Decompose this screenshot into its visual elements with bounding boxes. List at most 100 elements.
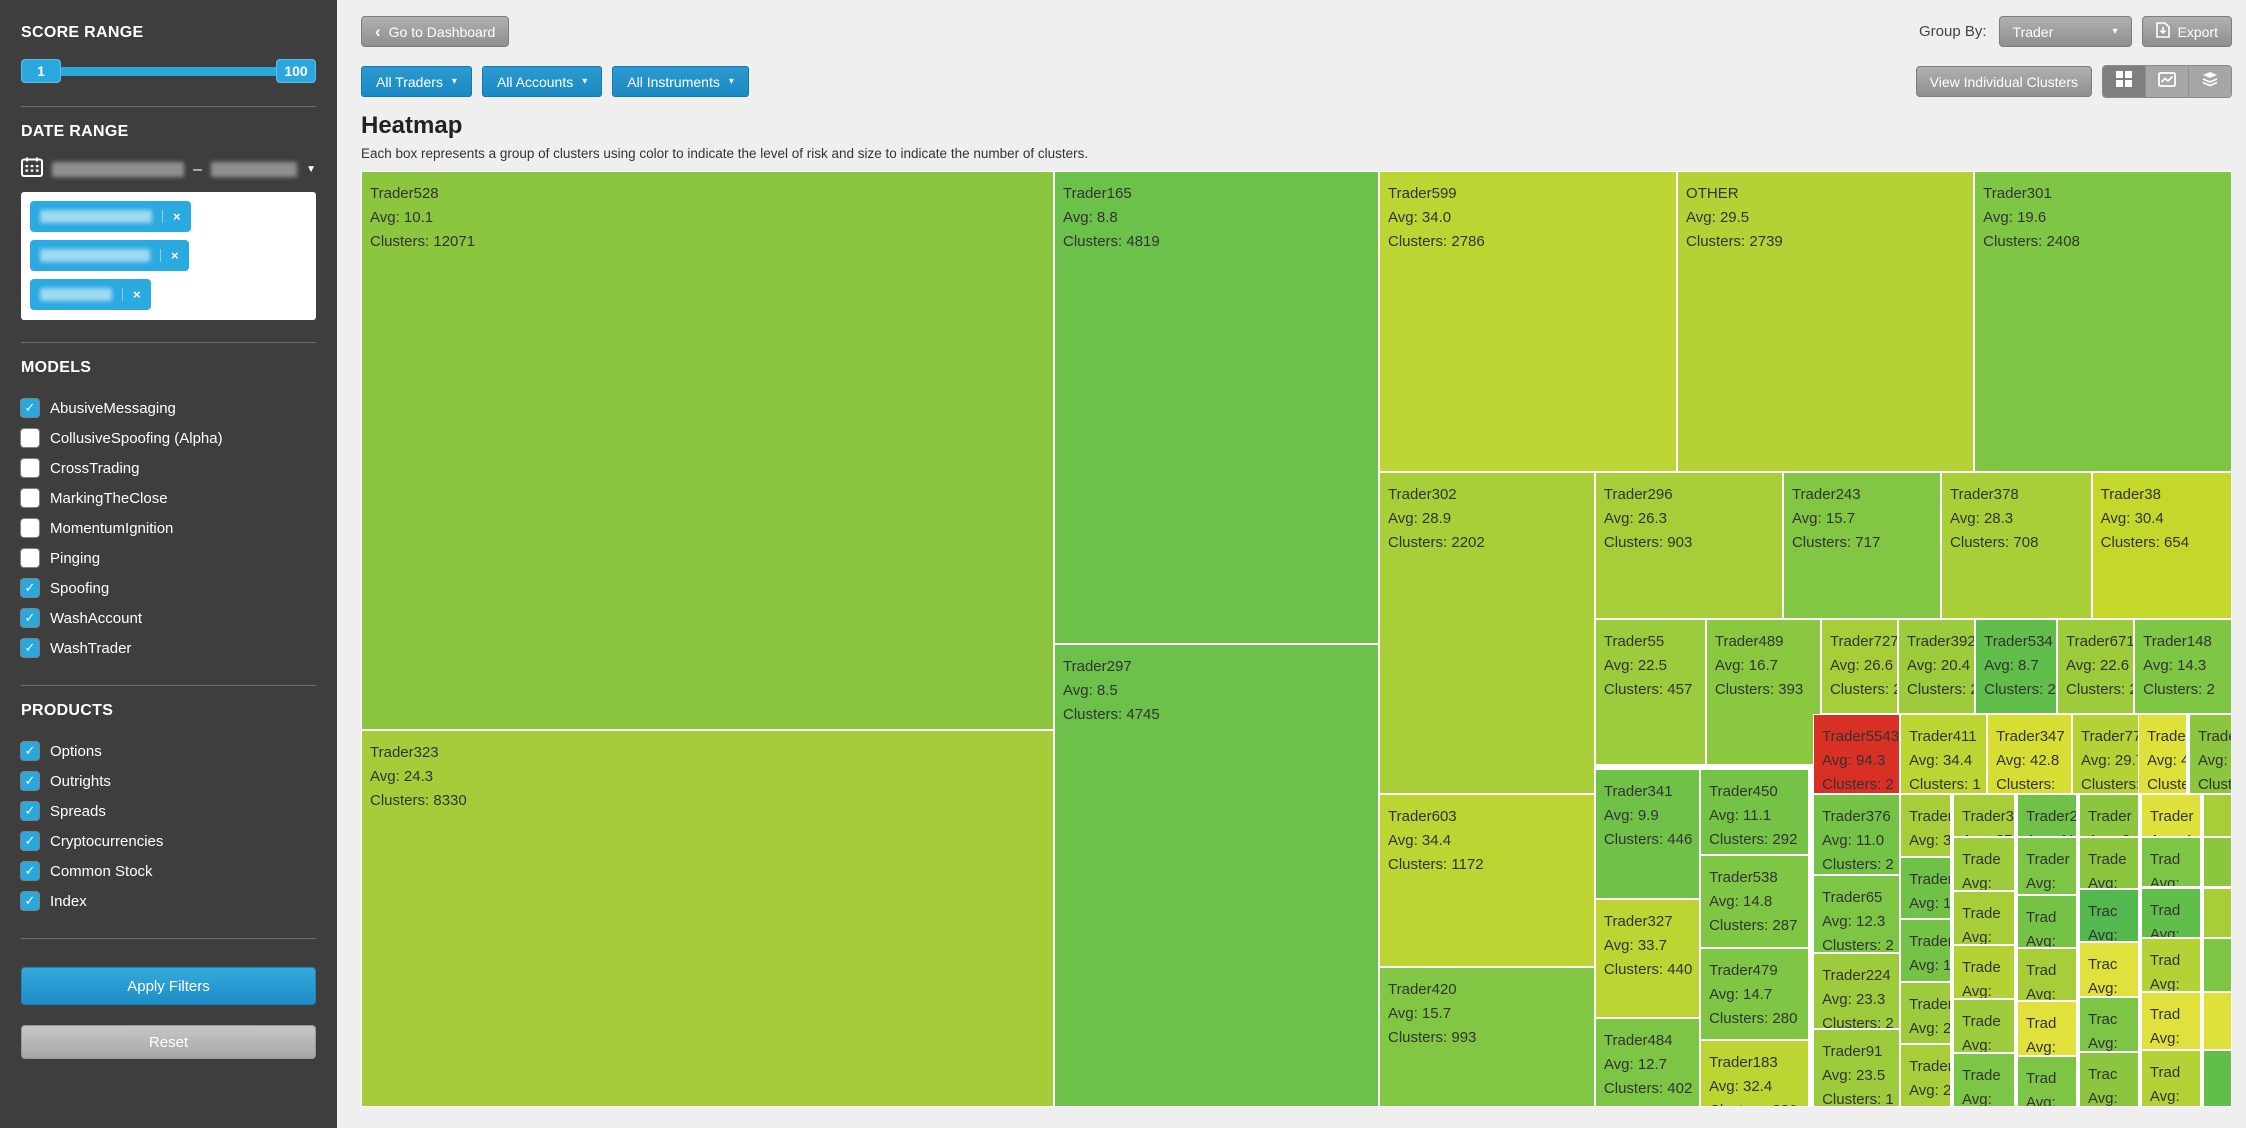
treemap-box-trac[interactable]: Trac Avg: (2078, 941, 2139, 998)
product-checkbox-index[interactable]: ✓ Index (21, 886, 316, 916)
date-tag[interactable]: × (30, 240, 189, 271)
all-accounts-filter-button[interactable]: All Accounts ▾ (481, 66, 603, 97)
date-tag[interactable]: × (30, 201, 191, 232)
product-checkbox-spreads[interactable]: ✓ Spreads (21, 796, 316, 826)
chart-view-button[interactable] (2145, 66, 2188, 97)
checked-checkbox-icon[interactable]: ✓ (21, 639, 39, 657)
treemap-box-trader450[interactable]: Trader450 Avg: 11.1 Clusters: 292 (1700, 769, 1809, 856)
treemap-box-trade[interactable]: Trade Avg: (1953, 836, 2015, 891)
product-checkbox-common-stock[interactable]: ✓ Common Stock (21, 856, 316, 886)
checked-checkbox-icon[interactable]: ✓ (21, 579, 39, 597)
treemap-tile[interactable] (2202, 887, 2232, 939)
treemap-box-trader296[interactable]: Trader296 Avg: 26.3 Clusters: 903 (1594, 472, 1783, 620)
treemap-box-trader347[interactable]: Trader347 Avg: 42.8 Clusters: (1987, 714, 2073, 795)
date-tag[interactable]: × (30, 279, 151, 310)
unchecked-checkbox-icon[interactable] (21, 459, 39, 477)
unchecked-checkbox-icon[interactable] (21, 489, 39, 507)
go-to-dashboard-button[interactable]: ‹ Go to Dashboard (361, 16, 510, 47)
group-by-select[interactable]: Trader ▾ (1998, 16, 2132, 47)
treemap-box-trader[interactable]: Trader Avg: 3 (1900, 794, 1952, 857)
model-checkbox-spoofing[interactable]: ✓ Spoofing (21, 573, 316, 603)
treemap-box-trad[interactable]: Trad Avg: (2140, 991, 2201, 1050)
treemap-box-trader[interactable]: Trader Avg: (2017, 836, 2078, 895)
treemap-box-trad[interactable]: Trad Avg: (2017, 1055, 2078, 1107)
checked-checkbox-icon[interactable]: ✓ (21, 772, 39, 790)
treemap-box-trader323[interactable]: Trader323 Avg: 24.3 Clusters: 8330 (361, 729, 1055, 1107)
view-individual-clusters-button[interactable]: View Individual Clusters (1915, 66, 2092, 97)
close-icon[interactable]: × (160, 249, 179, 262)
treemap-box-trader302[interactable]: Trader302 Avg: 28.9 Clusters: 2202 (1379, 472, 1595, 794)
treemap-box-trade[interactable]: Trade Avg: (2078, 836, 2139, 890)
treemap-box-trader489[interactable]: Trader489 Avg: 16.7 Clusters: 393 (1705, 619, 1821, 766)
model-checkbox-collusivespoofing-alpha-[interactable]: CollusiveSpoofing (Alpha) (21, 423, 316, 453)
treemap-box-trader420[interactable]: Trader420 Avg: 15.7 Clusters: 993 (1379, 966, 1595, 1107)
treemap-box-other[interactable]: OTHER Avg: 29.5 Clusters: 2739 (1677, 171, 1975, 473)
treemap-tile[interactable] (2202, 836, 2232, 888)
treemap-box-trader[interactable]: Trader Avg: 1 (1900, 919, 1952, 982)
treemap-box-trad[interactable]: Trad Avg: (2140, 938, 2201, 992)
treemap-box-trade[interactable]: Trade Avg: (1953, 944, 2015, 999)
date-range-dropdown[interactable]: – ▼ (21, 157, 316, 182)
model-checkbox-pinging[interactable]: Pinging (21, 543, 316, 573)
checked-checkbox-icon[interactable]: ✓ (21, 802, 39, 820)
score-range-slider[interactable]: 1 100 (21, 58, 316, 84)
treemap-box-trac[interactable]: Trac Avg: (2078, 997, 2139, 1053)
treemap-tile[interactable] (2202, 1049, 2232, 1107)
treemap-box-trad[interactable]: Trad Avg: (2140, 1049, 2201, 1107)
close-icon[interactable]: × (122, 288, 141, 301)
product-checkbox-cryptocurrencies[interactable]: ✓ Cryptocurrencies (21, 826, 316, 856)
treemap-box-trader301[interactable]: Trader301 Avg: 19.6 Clusters: 2408 (1974, 171, 2232, 473)
treemap-box-trade[interactable]: Trade Avg: (1953, 998, 2015, 1053)
treemap-box-trader727[interactable]: Trader727 Avg: 26.6 Clusters: 2 (1820, 619, 1899, 715)
close-icon[interactable]: × (162, 210, 181, 223)
layers-view-button[interactable] (2188, 66, 2231, 97)
checked-checkbox-icon[interactable]: ✓ (21, 609, 39, 627)
treemap-box-trader77[interactable]: Trader77 Avg: 29.7 Clusters: (2072, 714, 2153, 795)
treemap-box-trader376[interactable]: Trader376 Avg: 11.0 Clusters: 2 (1813, 794, 1901, 875)
slider-track[interactable] (23, 67, 314, 76)
treemap-box-trader5543[interactable]: Trader5543 Avg: 94.3 Clusters: 2 (1813, 714, 1901, 795)
treemap-box-trad[interactable]: Trad Avg: (2017, 894, 2078, 948)
treemap-box-trad[interactable]: Trad Avg: (2140, 836, 2201, 888)
unchecked-checkbox-icon[interactable] (21, 519, 39, 537)
export-button[interactable]: Export (2141, 16, 2232, 47)
treemap-box-trader243[interactable]: Trader243 Avg: 15.7 Clusters: 717 (1782, 472, 1942, 620)
apply-filters-button[interactable]: Apply Filters (21, 967, 316, 1005)
treemap-box-trader[interactable]: Trader Avg: 1 (1900, 856, 1952, 920)
slider-handle-min[interactable]: 1 (21, 59, 61, 83)
product-checkbox-outrights[interactable]: ✓ Outrights (21, 766, 316, 796)
model-checkbox-washaccount[interactable]: ✓ WashAccount (21, 603, 316, 633)
reset-button[interactable]: Reset (21, 1025, 316, 1059)
slider-handle-max[interactable]: 100 (276, 59, 316, 83)
all-traders-filter-button[interactable]: All Traders ▾ (361, 66, 472, 97)
product-checkbox-options[interactable]: ✓ Options (21, 736, 316, 766)
treemap-box-trader411[interactable]: Trader411 Avg: 34.4 Clusters: 1 (1900, 714, 1988, 795)
model-checkbox-washtrader[interactable]: ✓ WashTrader (21, 633, 316, 663)
treemap-box-trader3[interactable]: Trader3Avg: 37 (1953, 794, 2015, 837)
treemap-box-trad[interactable]: Trad Avg: (2017, 947, 2078, 1001)
treemap-box-trader341[interactable]: Trader341 Avg: 9.9 Clusters: 446 (1594, 769, 1700, 899)
unchecked-checkbox-icon[interactable] (21, 549, 39, 567)
checked-checkbox-icon[interactable]: ✓ (21, 742, 39, 760)
model-checkbox-crosstrading[interactable]: CrossTrading (21, 453, 316, 483)
treemap-box-trader38[interactable]: Trader38 Avg: 30.4 Clusters: 654 (2091, 472, 2232, 620)
treemap-box-trader2[interactable]: Trader2Avg: 11 (2017, 794, 2078, 837)
checked-checkbox-icon[interactable]: ✓ (21, 399, 39, 417)
treemap-box-trader297[interactable]: Trader297 Avg: 8.5 Clusters: 4745 (1054, 643, 1379, 1107)
treemap-tile[interactable] (2202, 938, 2232, 992)
treemap-box-trader165[interactable]: Trader165 Avg: 8.8 Clusters: 4819 (1054, 171, 1379, 644)
treemap-box-trader479[interactable]: Trader479 Avg: 14.7 Clusters: 280 (1700, 947, 1809, 1040)
treemap-box-trad[interactable]: Trad Avg: (2017, 1000, 2078, 1056)
treemap-box-trader224[interactable]: Trader224 Avg: 23.3 Clusters: 2 (1813, 953, 1901, 1030)
heatmap-view-button[interactable] (2103, 66, 2145, 97)
treemap-box-trader528[interactable]: Trader528 Avg: 10.1 Clusters: 12071 (361, 171, 1055, 730)
treemap-tile[interactable] (2202, 991, 2232, 1050)
treemap-box-trader378[interactable]: Trader378 Avg: 28.3 Clusters: 708 (1941, 472, 2092, 620)
checked-checkbox-icon[interactable]: ✓ (21, 832, 39, 850)
treemap-box-trader91[interactable]: Trader91 Avg: 23.5 Clusters: 1 (1813, 1029, 1901, 1107)
model-checkbox-abusivemessaging[interactable]: ✓ AbusiveMessaging (21, 393, 316, 423)
